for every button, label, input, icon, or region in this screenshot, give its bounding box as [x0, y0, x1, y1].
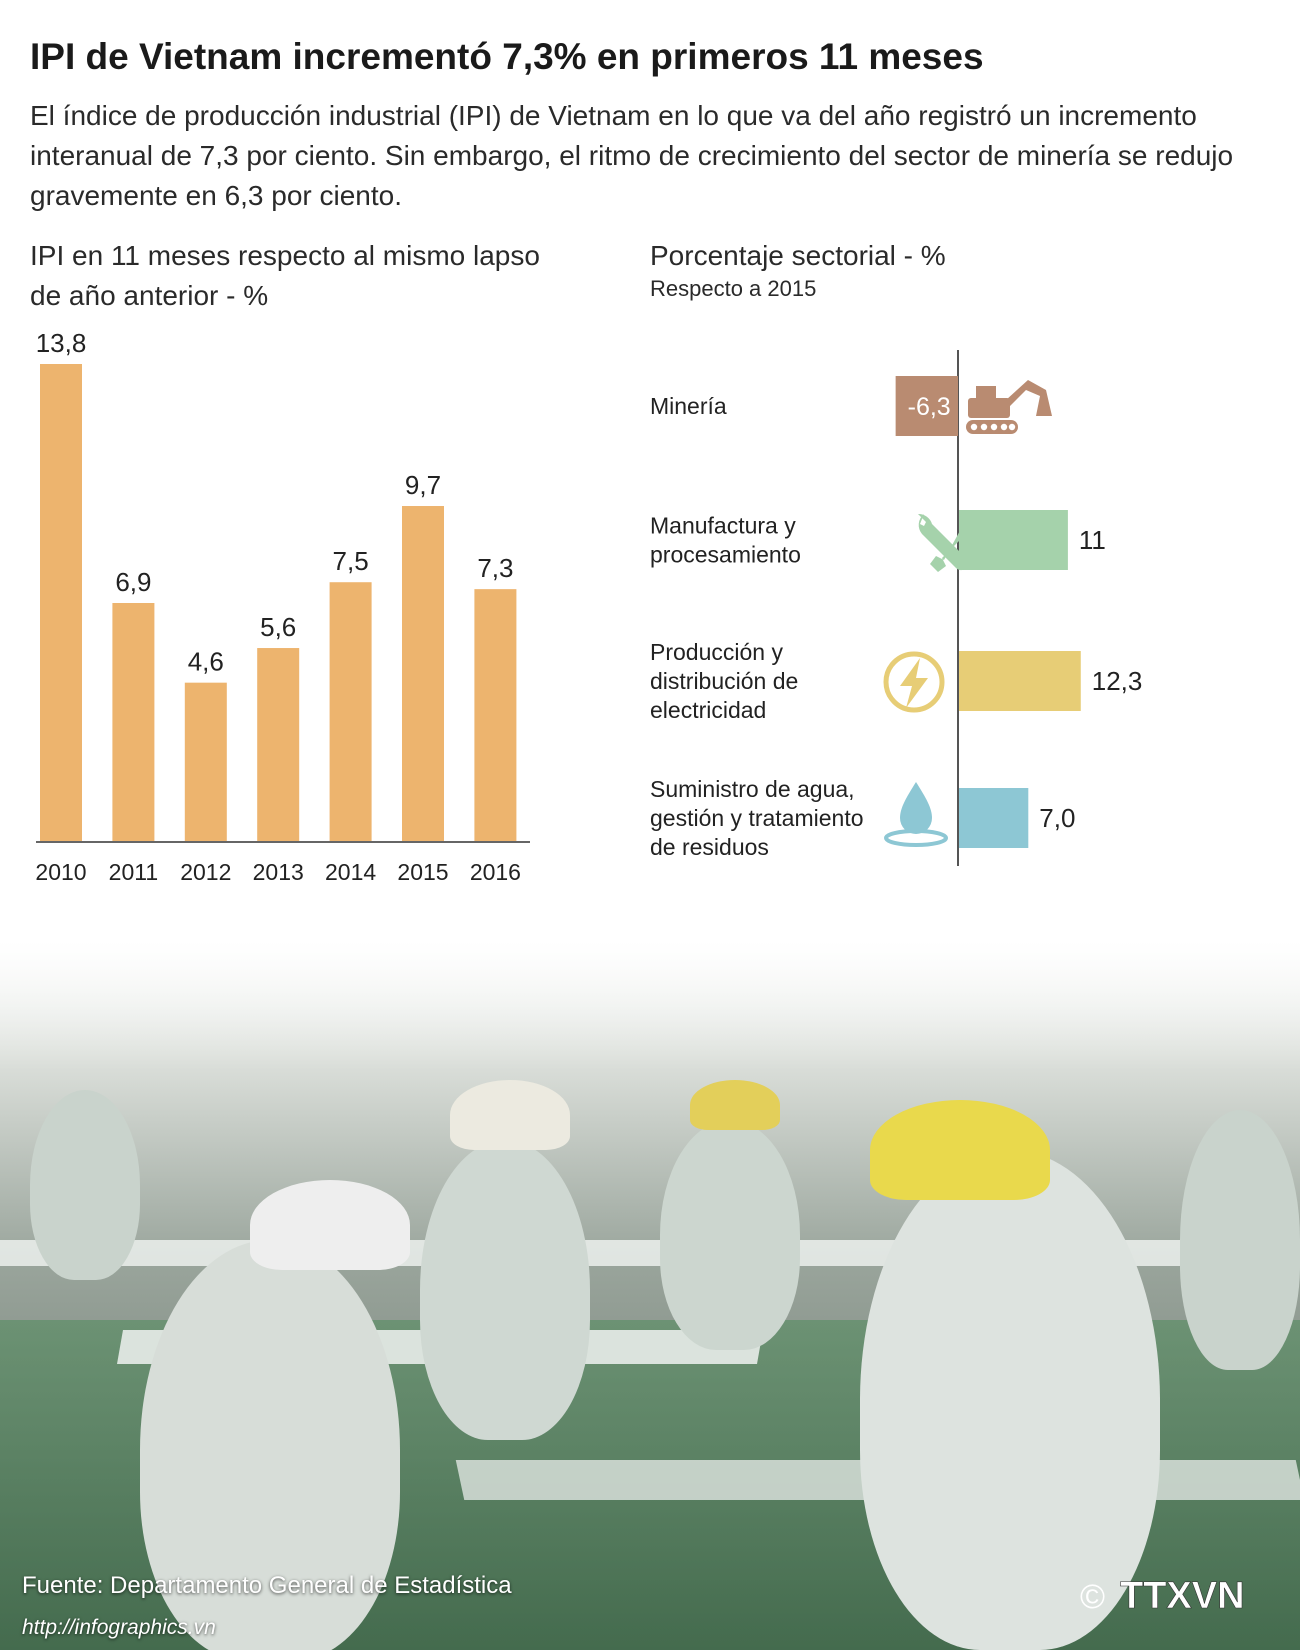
water-drop-icon: [884, 782, 948, 847]
track-wheel: [1008, 423, 1016, 431]
worker-figure: [860, 1150, 1160, 1650]
screwdriver-shape: [930, 516, 976, 572]
sector-category-label: de residuos: [650, 834, 769, 860]
sector-value-label: 11: [1079, 525, 1106, 555]
worker-figure: [420, 1140, 590, 1440]
source-url[interactable]: http://infographics.vn: [22, 1616, 216, 1639]
bar-value-label: 6,9: [115, 567, 151, 597]
wrench-screwdriver-icon: [918, 513, 976, 572]
sector-category-label: electricidad: [650, 697, 766, 723]
bar-value-label: 4,6: [188, 647, 224, 677]
sector-value-label: -6,3: [908, 393, 951, 421]
worker-figure: [1180, 1110, 1300, 1370]
logo-text: TTXVN: [1120, 1575, 1245, 1617]
sector-bar: [959, 788, 1029, 848]
x-tick-label: 2016: [470, 859, 521, 885]
sector-bar-chart: -6,3 Minería 11 Manufactura y procesamiento 1…: [650, 350, 1143, 866]
excavator-body: [968, 398, 1010, 418]
worker-cap: [690, 1080, 780, 1130]
bar-chart-title: IPI en 11 meses respecto al mismo lapso …: [30, 240, 540, 311]
sector-category-label: Producción y: [650, 639, 783, 665]
bar-value-label: 13,8: [36, 328, 87, 358]
factory-photo: [0, 940, 1300, 1650]
sector-category-label: distribución de: [650, 668, 798, 694]
worker-cap: [450, 1080, 570, 1150]
excavator-arm: [1006, 380, 1052, 416]
x-tick-label: 2012: [180, 859, 231, 885]
x-tick-label: 2014: [325, 859, 376, 885]
x-tick-label: 2013: [253, 859, 304, 885]
bar-value-label: 9,7: [405, 470, 441, 500]
ipi-bar: [112, 603, 155, 842]
worker-figure: [30, 1090, 140, 1280]
ipi-bar: [40, 364, 82, 842]
ipi-bar: [402, 506, 444, 842]
worker-cap: [870, 1100, 1050, 1200]
track-wheel: [970, 423, 978, 431]
sector-chart-subtitle: Respecto a 2015: [650, 276, 817, 301]
sector-chart-title: Porcentaje sectorial - %: [650, 240, 946, 271]
page-title: IPI de Vietnam incrementó 7,3% en primer…: [30, 36, 984, 77]
wrench-shape: [918, 513, 969, 571]
ipi-bar: [257, 648, 300, 842]
drop-shape: [900, 782, 932, 834]
worker-cap: [250, 1180, 410, 1270]
excavator-icon: [966, 380, 1052, 434]
sector-bar: [895, 376, 958, 436]
copyright-symbol: ©: [1080, 1578, 1105, 1616]
sector-category-label: Manufactura y: [650, 513, 796, 539]
worker-figure: [660, 1120, 800, 1350]
sector-bar: [959, 510, 1068, 570]
ripple-ring: [884, 829, 948, 847]
track-wheel: [990, 423, 998, 431]
x-tick-label: 2015: [397, 859, 448, 885]
sector-category-label: gestión y tratamiento: [650, 805, 864, 831]
bar-value-label: 7,5: [333, 546, 369, 576]
bolt-shape: [900, 658, 928, 708]
track-wheel: [980, 423, 988, 431]
sector-value-label: 7,0: [1039, 803, 1075, 833]
x-tick-label: 2011: [109, 859, 158, 885]
track-wheel: [1000, 423, 1008, 431]
ipi-bar: [329, 582, 372, 842]
ttxvn-logo: © TTXVN: [1080, 1575, 1245, 1618]
ipi-bar-chart: 13,8 2010 6,9 2011 4,6 2012 5,6 2013 7,5 2014 9,7 2…: [35, 328, 530, 885]
x-tick-label: 2010: [35, 859, 86, 885]
excavator-cab: [976, 386, 996, 400]
lightning-bolt-icon: [883, 651, 945, 713]
sector-category-label: Suministro de agua,: [650, 776, 855, 802]
worker-figure: [140, 1240, 400, 1650]
sector-bar: [959, 651, 1081, 711]
source-note: Fuente: Departamento General de Estadíst…: [22, 1572, 512, 1599]
page-subtitle: El índice de producción industrial (IPI)…: [30, 100, 1234, 211]
ipi-bar: [474, 589, 517, 842]
bolt-ring: [883, 651, 945, 713]
sector-category-label: procesamiento: [650, 542, 801, 568]
bar-value-label: 5,6: [260, 612, 296, 642]
photo-fade: [0, 940, 1300, 1070]
ipi-bar: [184, 682, 227, 842]
sector-category-label: Minería: [650, 393, 727, 419]
bar-value-label: 7,3: [477, 553, 513, 583]
sector-value-label: 12,3: [1092, 666, 1143, 696]
